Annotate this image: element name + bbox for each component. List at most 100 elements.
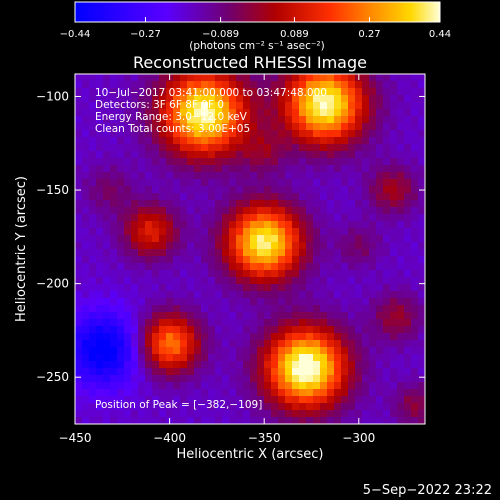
heatmap-cell [264,88,272,96]
heatmap-cell [278,109,286,117]
heatmap-cell [159,249,167,257]
heatmap-cell [159,137,167,145]
plot-frame [74,73,426,425]
heatmap-cell [264,165,272,173]
heatmap-cell [264,277,272,285]
heatmap-cell [194,403,202,411]
heatmap-cell [404,263,412,271]
heatmap-cell [306,256,314,264]
heatmap-cell [208,284,216,292]
heatmap-cell [75,221,83,229]
heatmap-cell [383,179,391,187]
heatmap-cell [327,95,335,103]
heatmap-cell [257,284,265,292]
heatmap-cell [327,193,335,201]
heatmap-cell [264,319,272,327]
heatmap-cell [194,347,202,355]
heatmap-cell [201,298,209,306]
heatmap-cell [320,277,328,285]
heatmap-cell [313,382,321,390]
heatmap-cell [159,144,167,152]
heatmap-cell [159,179,167,187]
heatmap-cell [187,102,195,110]
heatmap-cell [243,256,251,264]
heatmap-cell [243,368,251,376]
heatmap-cell [124,179,132,187]
heatmap-cell [348,123,356,131]
heatmap-cell [313,95,321,103]
heatmap-cell [222,291,230,299]
heatmap-cell [285,340,293,348]
heatmap-cell [117,403,125,411]
heatmap-cell [159,123,167,131]
heatmap-cell [75,410,83,418]
heatmap-cell [306,347,314,355]
heatmap-cell [320,410,328,418]
heatmap-cell [103,88,111,96]
heatmap-cell [334,284,342,292]
heatmap-cell [124,403,132,411]
heatmap-cell [306,95,314,103]
heatmap-cell [299,270,307,278]
heatmap-cell [362,221,370,229]
heatmap-cell [110,270,118,278]
heatmap-cell [201,144,209,152]
heatmap-cell [82,214,90,222]
heatmap-cell [173,354,181,362]
heatmap-cell [411,102,419,110]
heatmap-cell [264,193,272,201]
heatmap-cell [362,109,370,117]
heatmap-cell [285,256,293,264]
heatmap-cell [194,95,202,103]
heatmap-cell [222,256,230,264]
heatmap-cell [229,284,237,292]
heatmap-cell [264,410,272,418]
heatmap-cell [173,123,181,131]
heatmap-cell [173,102,181,110]
heatmap-cell [201,354,209,362]
heatmap-cell [145,74,153,82]
heatmap-cell [397,102,405,110]
heatmap-cell [411,277,419,285]
heatmap-cell [278,382,286,390]
heatmap-cell [411,368,419,376]
heatmap-cell [404,333,412,341]
heatmap-cell [236,354,244,362]
heatmap-cell [166,354,174,362]
heatmap-cell [159,158,167,166]
heatmap-cell [194,375,202,383]
heatmap-cell [124,396,132,404]
heatmap-cell [89,291,97,299]
heatmap-cell [110,207,118,215]
heatmap-cell [397,333,405,341]
heatmap-cell [138,319,146,327]
heatmap-cell [187,207,195,215]
heatmap-cell [131,368,139,376]
heatmap-cell [166,172,174,180]
heatmap-cell [292,326,300,334]
heatmap-cell [180,312,188,320]
heatmap-cell [187,88,195,96]
heatmap-cell [390,256,398,264]
heatmap-cell [243,221,251,229]
heatmap-cell [299,389,307,397]
heatmap-cell [159,81,167,89]
heatmap-cell [313,291,321,299]
heatmap-cell [390,144,398,152]
heatmap-cell [397,137,405,145]
heatmap-cell [369,116,377,124]
heatmap-cell [208,235,216,243]
heatmap-cell [96,165,104,173]
heatmap-cell [201,193,209,201]
heatmap-cell [355,284,363,292]
heatmap-cell [334,235,342,243]
heatmap-cell [418,221,426,229]
heatmap-cell [299,256,307,264]
heatmap-cell [334,410,342,418]
heatmap-cell [285,130,293,138]
heatmap-cell [390,81,398,89]
heatmap-cell [75,354,83,362]
heatmap-cell [82,74,90,82]
heatmap-cell [82,102,90,110]
heatmap-cell [376,179,384,187]
